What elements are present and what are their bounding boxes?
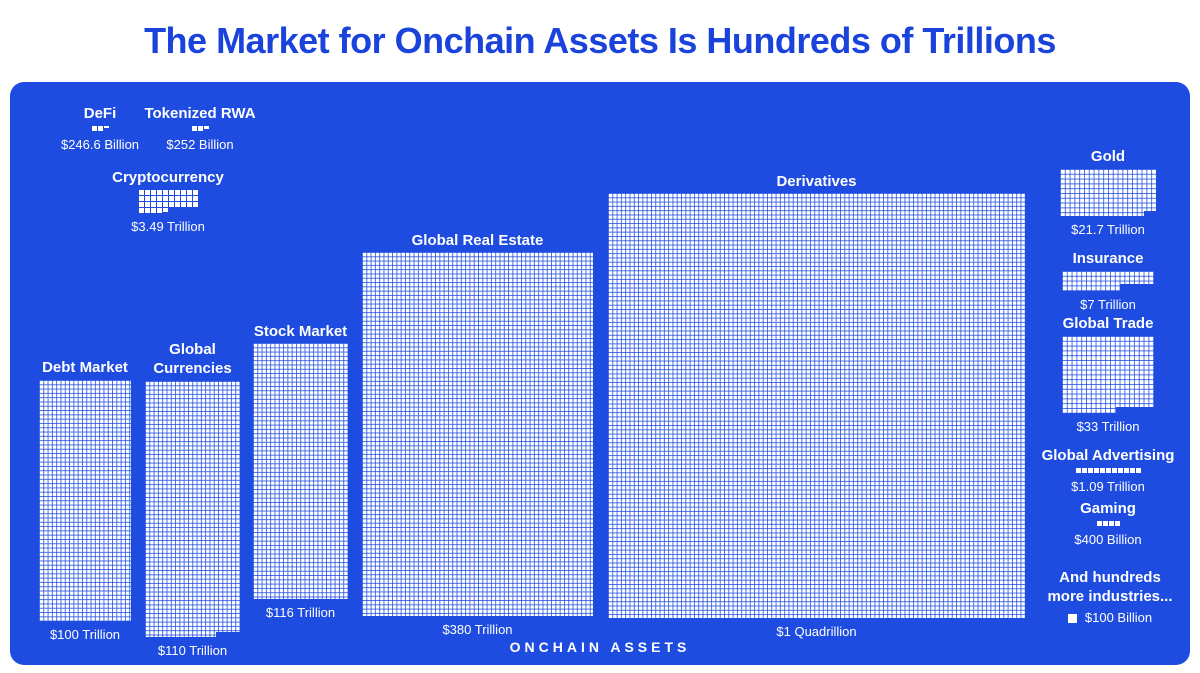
market-gaming: Gaming $400 Billion (1048, 499, 1168, 547)
market-global-trade: Global Trade $33 Trillion (1060, 314, 1156, 434)
waffle-grid-global-currencies (145, 381, 240, 637)
waffle-notch (1144, 211, 1156, 216)
market-value-global-advertising: $1.09 Trillion (1071, 479, 1145, 494)
market-label-global-trade: Global Trade (1062, 315, 1154, 332)
market-label-global-advertising: Global Advertising (1041, 447, 1175, 464)
waffle-notch (1120, 284, 1154, 291)
legend-square-icon (1067, 614, 1077, 623)
market-label-stock-market: Stock Market (253, 323, 348, 340)
waffle-marker-global-advertising (1038, 468, 1178, 473)
waffle-marker-gaming (1048, 521, 1168, 526)
market-label-gold: Gold (1090, 148, 1126, 165)
waffle-notch (1116, 407, 1154, 413)
waffle-grid-debt-market (39, 380, 131, 621)
market-value-global-real-estate: $380 Trillion (442, 622, 513, 637)
market-value-defi: $246.6 Billion (60, 137, 140, 152)
waffle-marker-tokenized-rwa (135, 126, 265, 131)
legend-label: $100 Billion (1084, 610, 1153, 625)
chart-title: The Market for Onchain Assets Is Hundred… (144, 20, 1056, 61)
market-label-cryptocurrency: Cryptocurrency (112, 169, 224, 186)
market-label-gaming: Gaming (1080, 500, 1136, 517)
market-value-gaming: $400 Billion (1074, 532, 1142, 547)
group-axis-label: ONCHAIN ASSETS (509, 639, 691, 655)
market-label-defi: DeFi (83, 105, 117, 122)
market-label-global-currencies: Global Currencies (153, 341, 232, 377)
market-value-insurance: $7 Trillion (1080, 297, 1136, 312)
waffle-grid-global-trade (1062, 336, 1154, 413)
market-label-derivatives: Derivatives (776, 173, 857, 190)
market-value-derivatives: $1 Quadrillion (776, 624, 857, 639)
market-value-gold: $21.7 Trillion (1071, 222, 1145, 237)
legend: $100 Billion (1030, 610, 1190, 625)
market-debt-market: Debt Market $100 Trillion (39, 358, 131, 642)
waffle-grid-derivatives (608, 193, 1025, 618)
waffle-marker-defi (60, 126, 140, 131)
market-value-stock-market: $116 Trillion (265, 605, 336, 620)
market-global-real-estate: Global Real Estate $380 Trillion (362, 231, 593, 637)
market-value-global-currencies: $110 Trillion (157, 643, 228, 658)
market-gold: Gold $21.7 Trillion (1060, 147, 1156, 237)
market-insurance: Insurance $7 Trillion (1060, 249, 1156, 312)
market-stock-market: Stock Market $116 Trillion (253, 322, 348, 620)
market-label-global-real-estate: Global Real Estate (411, 232, 544, 249)
market-value-cryptocurrency: $3.49 Trillion (131, 219, 205, 234)
market-label-debt-market: Debt Market (42, 359, 128, 376)
waffle-grid-stock-market (253, 343, 348, 599)
waffle-grid-insurance (1062, 271, 1154, 291)
chart-panel: DeFi $246.6 Billion Tokenized RWA $252 B… (10, 82, 1190, 665)
waffle-marker-cryptocurrency (138, 190, 198, 213)
market-value-debt-market: $100 Trillion (49, 627, 121, 642)
waffle-grid-gold (1060, 169, 1156, 216)
market-value-global-trade: $33 Trillion (1076, 419, 1140, 434)
market-defi: DeFi $246.6 Billion (60, 104, 140, 152)
market-value-tokenized-rwa: $252 Billion (166, 137, 234, 152)
market-label-insurance: Insurance (1072, 250, 1144, 267)
market-global-advertising: Global Advertising $1.09 Trillion (1038, 446, 1178, 494)
market-cryptocurrency: Cryptocurrency $3.49 Trillion (108, 168, 228, 234)
market-label-tokenized-rwa: Tokenized RWA (144, 105, 256, 122)
waffle-notch (216, 632, 240, 637)
waffle-grid-global-real-estate (362, 252, 593, 616)
market-derivatives: Derivatives $1 Quadrillion (608, 172, 1025, 639)
more-industries-note: And hundreds more industries... (1047, 569, 1173, 605)
market-tokenized-rwa: Tokenized RWA $252 Billion (135, 104, 265, 152)
market-global-currencies: Global Currencies $110 Trillion (145, 340, 240, 658)
